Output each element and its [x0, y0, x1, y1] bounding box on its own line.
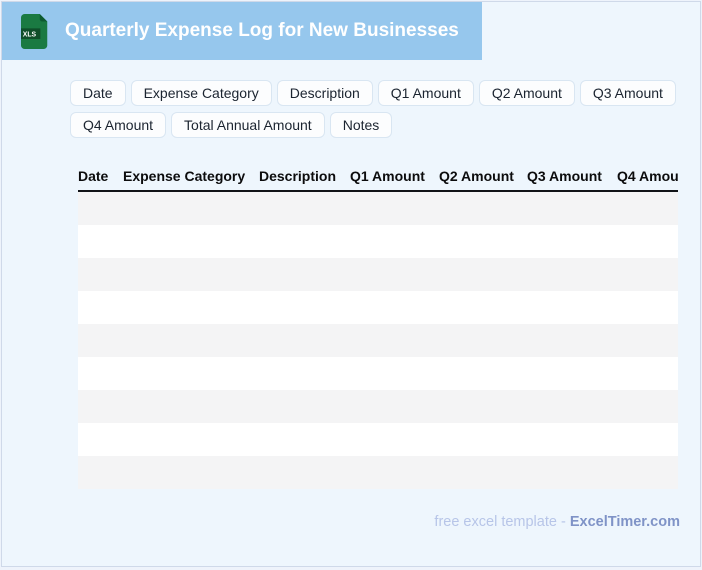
- svg-text:XLS: XLS: [23, 31, 37, 38]
